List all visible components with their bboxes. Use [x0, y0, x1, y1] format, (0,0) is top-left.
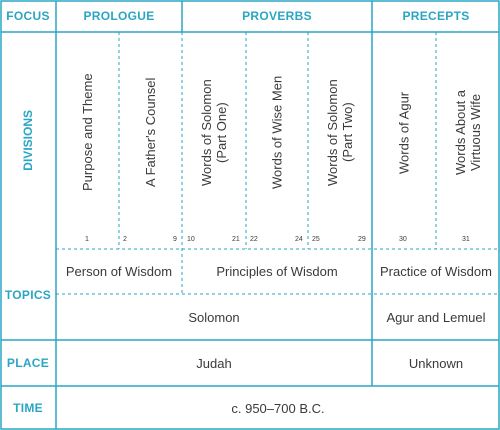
division-words-of-agur: Words of Agur [396, 91, 412, 174]
topics-row-label: TOPICS [4, 287, 52, 302]
place-row-label: PLACE [6, 356, 50, 370]
divisions-row-label: DIVISIONS [21, 110, 35, 171]
topic-principles-of-wisdom: Principles of Wisdom [216, 264, 338, 279]
chapter-number: 21 [232, 236, 240, 243]
place-judah: Judah [196, 355, 232, 371]
topic-person-of-wisdom: Person of Wisdom [65, 264, 173, 279]
time-row-label: TIME [13, 401, 43, 415]
chapter-number: 30 [399, 236, 407, 243]
chapter-number: 10 [187, 236, 195, 243]
place-unknown: Unknown [408, 355, 464, 371]
focus-proverbs: PROVERBS [242, 9, 312, 23]
divisions-row-label-wrap: DIVISIONS [0, 32, 56, 249]
focus-prologue: PROLOGUE [83, 9, 155, 23]
division-fathers-counsel: A Father's Counsel [143, 77, 158, 188]
division-words-of-wise-men: Words of Wise Men [269, 75, 285, 190]
division-purpose-and-theme: Purpose and Theme [80, 73, 95, 192]
chapter-number: 29 [358, 236, 366, 243]
chapter-number: 1 [85, 236, 89, 243]
division-words-of-solomon-part-one: Words of Solomon (Part One) [199, 79, 229, 186]
topic-solomon: Solomon [188, 309, 240, 325]
chapter-number: 2 [123, 236, 127, 243]
chapter-number: 25 [312, 236, 320, 243]
time-value: c. 950–700 B.C. [231, 400, 325, 416]
focus-row-label: FOCUS [6, 9, 50, 23]
division-words-of-solomon-part-two: Words of Solomon (Part Two) [325, 79, 355, 186]
chapter-number: 31 [462, 236, 470, 243]
topic-agur-and-lemuel: Agur and Lemuel [386, 309, 486, 325]
chapter-number: 9 [173, 236, 177, 243]
topic-practice-of-wisdom: Practice of Wisdom [380, 264, 492, 279]
division-words-about-virtuous-wife: Words About a Virtuous Wife [453, 89, 483, 176]
chapter-number: 24 [295, 236, 303, 243]
chapter-number: 22 [250, 236, 258, 243]
focus-precepts: PRECEPTS [402, 9, 470, 23]
